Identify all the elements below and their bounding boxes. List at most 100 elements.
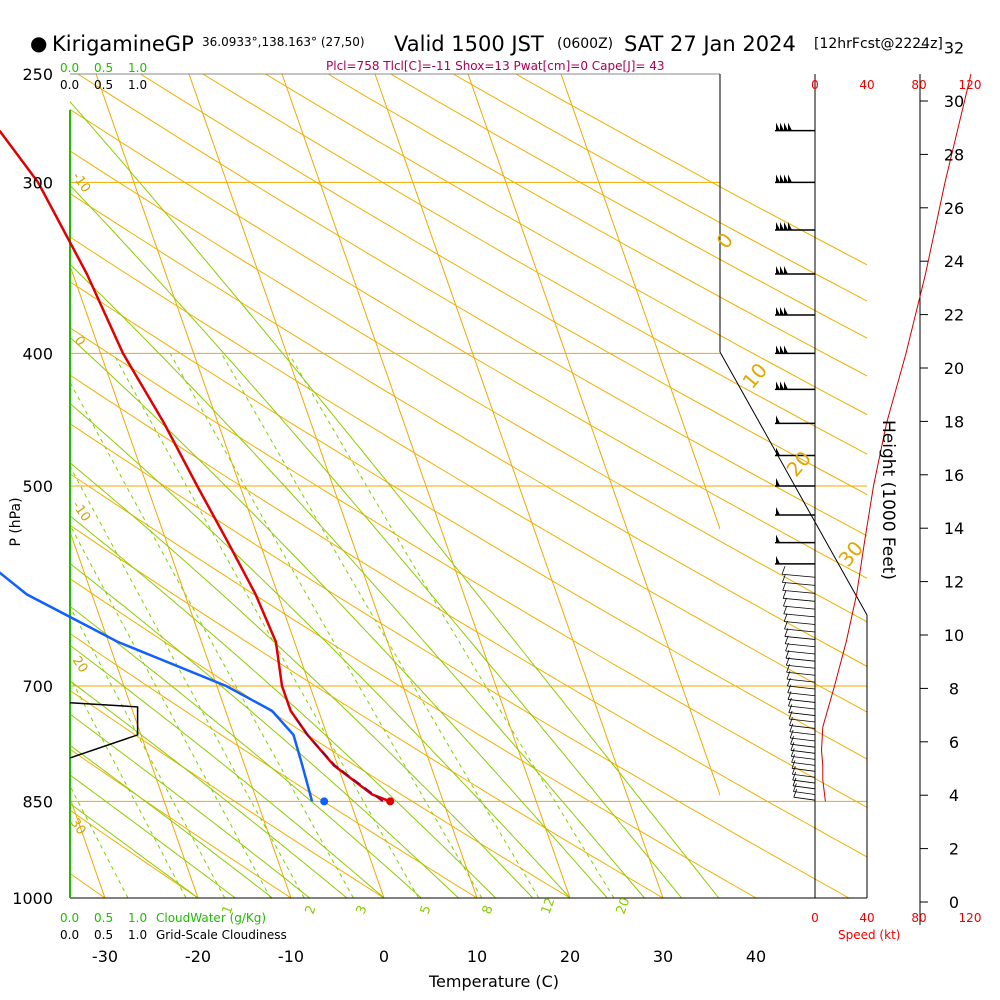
dry-adiabat-100: [70, 192, 867, 667]
moist-adiabat-28: [70, 263, 645, 898]
temp-label-0: 0: [379, 947, 389, 966]
moist-adiabat--16: [70, 774, 236, 898]
barb-low-684: [786, 671, 816, 676]
height-label-10: 10: [944, 626, 964, 645]
mixing-ratio-1.5: [70, 524, 271, 898]
dry-label-m10: -10: [69, 170, 93, 196]
moist-adiabat-36: [70, 101, 720, 898]
barb-flag-300-2: [784, 174, 788, 183]
cl-bottom-1: 0.5: [94, 928, 113, 942]
speed-bottom-0: 0: [811, 911, 819, 925]
barb-low-804: [791, 767, 816, 772]
barb-flag-400-2: [784, 345, 788, 354]
moist-adiabat-32: [70, 184, 682, 898]
barb-flag-375-2: [784, 307, 788, 316]
barb-tick-732: [788, 704, 793, 713]
dry-adiabat-120: [70, 108, 867, 579]
temp-label--30: -30: [92, 947, 118, 966]
moist-adiabat-4: [70, 605, 422, 898]
height-label-0: 0: [949, 893, 959, 912]
mix-label-12: 12: [539, 896, 559, 917]
barb-flag-325-0: [776, 221, 780, 230]
cl-top-1: 0.5: [94, 78, 113, 92]
isotherm--20: [70, 530, 199, 898]
barb-low-620: [783, 613, 816, 618]
barb-low-836: [793, 791, 816, 795]
barb-tick-620: [783, 605, 788, 615]
dry-adiabat--40: [0, 74, 12, 898]
mix-label-3: 3: [354, 903, 371, 916]
barb-flag-425-0: [776, 381, 780, 390]
pressure-label-400: 400: [22, 344, 53, 363]
moist-adiabat-16: [70, 462, 534, 898]
barb-low-796: [791, 761, 816, 766]
mixing-ratio-20: [288, 353, 615, 898]
barb-tick-788: [790, 748, 795, 757]
speed-bottom-40: 40: [859, 911, 874, 925]
barb-low-756: [789, 731, 816, 736]
stability-indices: Plcl=758 Tlcl[C]=-11 Shox=13 Pwat[cm]=0 …: [326, 59, 665, 73]
valid-time: Valid 1500 JST: [394, 32, 544, 56]
barb-tick-764: [789, 729, 794, 739]
barb-flag-300-0: [776, 174, 780, 183]
barb-tick-668: [785, 650, 790, 659]
dewpoint-profile-line: [0, 571, 314, 802]
pressure-label-500: 500: [22, 477, 53, 496]
barb-tick-820: [792, 771, 797, 781]
barb-flag-550-0: [776, 534, 780, 543]
cw-top-1: 0.5: [94, 61, 113, 75]
speed-ticks-bottom: 0 40 80 120 Speed (kt): [811, 911, 981, 942]
dry-adiabat-170: [327, 74, 867, 377]
barb-low-844: [793, 796, 816, 801]
barb-tick-828: [792, 777, 797, 786]
barb-flag-275-1: [780, 122, 784, 131]
barb-tick-636: [784, 620, 788, 630]
speed-bottom-80: 80: [911, 911, 926, 925]
mixing-ratio-lines: [70, 353, 615, 898]
pressure-label-300: 300: [22, 173, 53, 192]
barb-tick-780: [790, 742, 795, 751]
barb-tick-604: [782, 590, 787, 599]
cl-bottom-0: 0.0: [60, 928, 79, 942]
height-label-14: 14: [944, 519, 964, 538]
dry-adiabat-50: [70, 423, 850, 898]
barb-low-708: [787, 692, 816, 697]
dry-adiabat-40: [70, 473, 757, 898]
barb-tick-708: [787, 684, 792, 693]
forecast-info: [12hrFcst@2224z]: [814, 36, 943, 52]
barb-flag-300-1: [780, 174, 784, 183]
barb-tick-676: [785, 657, 790, 666]
barb-low-716: [788, 699, 816, 703]
height-label-16: 16: [944, 466, 964, 485]
barb-tick-692: [786, 671, 791, 680]
barb-low-644: [784, 636, 816, 640]
surface-temperature-dot: [386, 797, 395, 806]
barb-tick-740: [788, 710, 793, 720]
cw-bottom-1: 0.5: [94, 911, 113, 925]
mix-label-8: 8: [480, 903, 497, 916]
moist-adiabat--8: [70, 713, 310, 898]
barb-low-596: [782, 589, 816, 594]
temperature-tick-labels: -30 -20 -10 0 10 20 30 40: [92, 947, 766, 966]
barb-flag-350-2: [784, 265, 788, 274]
barb-flag-425-1: [780, 381, 784, 390]
isotherm-50: [560, 74, 720, 531]
height-label-18: 18: [944, 412, 964, 431]
moist-adiabat-0: [70, 644, 385, 898]
dry-adiabat-140: [140, 74, 867, 496]
barb-tick-700: [786, 677, 791, 687]
barb-flag-375-0: [776, 307, 780, 316]
barb-tick-580: [781, 566, 786, 575]
cloudiness-label: Grid-Scale Cloudiness: [156, 928, 287, 942]
barb-tick-836: [793, 783, 797, 792]
barb-flag-500-0: [776, 478, 780, 486]
dry-adiabat-90: [70, 236, 867, 713]
height-label-6: 6: [949, 733, 959, 752]
barb-tick-804: [791, 760, 796, 769]
dry-adiabat-10: [70, 632, 478, 898]
barb-tick-716: [787, 691, 792, 700]
cloudiness-profile: [69, 701, 139, 759]
speed-top-40: 40: [859, 78, 874, 92]
